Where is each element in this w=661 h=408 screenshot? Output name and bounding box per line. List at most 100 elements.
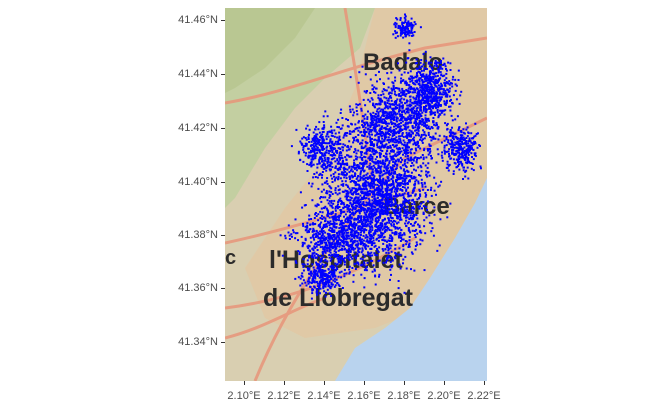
observation-point (386, 99, 389, 102)
observation-point (308, 256, 310, 259)
observation-point (383, 209, 386, 212)
observation-point (371, 123, 374, 126)
observation-point (337, 258, 340, 261)
observation-point (318, 157, 321, 160)
observation-point (313, 150, 316, 153)
observation-point (424, 108, 427, 111)
observation-point (401, 111, 403, 114)
observation-point (412, 76, 415, 79)
observation-point (385, 105, 388, 108)
observation-point (324, 231, 327, 234)
observation-point (417, 97, 420, 100)
observation-point (457, 165, 460, 167)
observation-point (318, 138, 321, 141)
observation-point (387, 136, 390, 139)
observation-point (342, 222, 345, 225)
observation-point (361, 229, 363, 232)
observation-point (399, 150, 402, 153)
observation-point (361, 168, 364, 171)
observation-point (394, 112, 397, 114)
observation-point (325, 241, 327, 244)
observation-point (371, 129, 374, 132)
observation-point (462, 169, 465, 172)
observation-point (430, 186, 433, 189)
observation-point (374, 130, 377, 133)
observation-point (315, 245, 318, 248)
observation-point (339, 151, 342, 153)
observation-point (414, 112, 417, 115)
observation-point (332, 275, 334, 278)
observation-point (429, 111, 432, 113)
observation-point (395, 94, 398, 97)
observation-point (384, 248, 387, 251)
observation-point (384, 101, 387, 104)
observation-point (393, 125, 395, 128)
observation-point (327, 233, 330, 236)
observation-point (375, 210, 378, 213)
observation-point (399, 99, 402, 102)
observation-point (378, 70, 380, 73)
observation-point (367, 124, 370, 127)
observation-point (333, 285, 336, 288)
observation-point (448, 90, 451, 93)
observation-point (366, 239, 369, 242)
observation-point (361, 225, 364, 228)
observation-point (439, 66, 442, 69)
observation-point (327, 210, 330, 213)
observation-point (364, 160, 367, 163)
park-area (225, 8, 315, 93)
observation-point (318, 284, 321, 287)
observation-point (378, 187, 381, 190)
observation-point (359, 201, 362, 203)
observation-point (382, 236, 385, 239)
observation-point (340, 173, 343, 176)
observation-point (382, 88, 385, 91)
observation-point (339, 220, 342, 223)
observation-point (417, 110, 420, 113)
observation-point (372, 102, 375, 105)
observation-point (324, 251, 327, 254)
observation-point (407, 121, 410, 124)
observation-point (313, 135, 316, 138)
observation-point (384, 111, 387, 114)
map-panel[interactable]: Badalo Barce l'Hospitalet de Llobregat c (225, 8, 487, 381)
observation-point (379, 110, 382, 113)
observation-point (299, 140, 302, 143)
observation-point (319, 226, 322, 229)
observation-point (309, 161, 312, 164)
observation-point (321, 171, 324, 173)
observation-point (395, 118, 398, 121)
observation-point (431, 127, 434, 130)
observation-point (326, 199, 329, 202)
observation-point (388, 221, 391, 224)
observation-point (321, 140, 324, 143)
observation-point (369, 202, 372, 205)
observation-point (397, 151, 400, 154)
observation-point (393, 141, 396, 144)
observation-point (416, 114, 418, 117)
observation-point (387, 122, 390, 125)
observation-point (392, 195, 395, 198)
observation-point (352, 229, 355, 232)
observation-point (369, 252, 371, 255)
observation-point (375, 139, 378, 142)
observation-point (386, 196, 389, 199)
observation-point (316, 243, 319, 246)
observation-point (398, 107, 401, 109)
observation-point (404, 147, 407, 150)
observation-point (321, 146, 324, 149)
observation-point (351, 108, 354, 111)
observation-point (445, 124, 448, 127)
observation-point (357, 247, 360, 250)
observation-point (327, 160, 330, 163)
observation-point (325, 291, 327, 294)
observation-point (474, 142, 477, 145)
observation-point (397, 183, 400, 186)
observation-point (315, 263, 318, 265)
observation-point (322, 188, 325, 191)
observation-point (397, 87, 400, 90)
observation-point (356, 165, 359, 168)
observation-point (404, 102, 406, 105)
observation-point (388, 244, 391, 247)
observation-point (324, 110, 327, 113)
